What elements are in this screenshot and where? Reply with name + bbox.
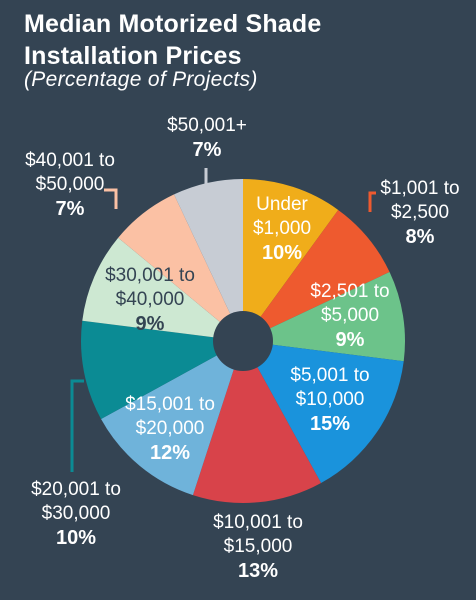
leader-lines bbox=[70, 168, 376, 472]
slice-percent: 10% bbox=[262, 242, 302, 264]
title-line-2: Installation Prices bbox=[24, 42, 242, 70]
pie-slice-4 bbox=[192, 341, 322, 503]
slice-label-line: $50,000 bbox=[36, 174, 105, 195]
leader-line-1 bbox=[368, 191, 376, 212]
pie-slice-8 bbox=[118, 194, 243, 341]
slice-label-3: $5,001 to $10,000 15% bbox=[290, 365, 369, 435]
slice-percent: 9% bbox=[136, 313, 165, 335]
slice-percent: 8% bbox=[406, 226, 435, 248]
slice-label-line: $2,500 bbox=[391, 202, 449, 223]
slice-label-line: $20,000 bbox=[136, 418, 205, 439]
pie-slice-9 bbox=[174, 179, 243, 341]
slice-label-line: $40,001 to bbox=[25, 150, 115, 171]
slice-label-line: $1,001 to bbox=[380, 178, 459, 199]
pie-slice-7 bbox=[82, 237, 243, 341]
slice-label-line: $30,001 to bbox=[105, 265, 195, 286]
slice-labels: Under $1,000 10% $1,001 to $2,500 8% $2,501 to… bbox=[25, 115, 460, 582]
slice-percent: 10% bbox=[56, 527, 96, 549]
slice-percent: 7% bbox=[193, 139, 222, 161]
slice-label-7: $30,001 to $40,000 9% bbox=[105, 265, 195, 335]
chart-title: Median Motorized Shade Installation Pric… bbox=[24, 8, 321, 72]
slice-label-line: $15,001 to bbox=[125, 394, 215, 415]
pie-slice-6 bbox=[81, 320, 244, 420]
slice-label-line: $5,000 bbox=[321, 305, 379, 326]
slice-label-5: $15,001 to $20,000 12% bbox=[125, 394, 215, 464]
slice-label-line: $10,001 to bbox=[213, 512, 303, 533]
slice-percent: 9% bbox=[336, 329, 365, 351]
slice-label-line: $15,000 bbox=[224, 536, 293, 557]
slice-label-line: $1,000 bbox=[253, 218, 311, 239]
slice-percent: 12% bbox=[150, 442, 190, 464]
slice-label-line: $2,501 to bbox=[310, 281, 389, 302]
pie-slice-5 bbox=[101, 341, 243, 496]
slice-label-line: $50,001+ bbox=[167, 115, 247, 136]
slice-percent: 7% bbox=[56, 198, 85, 220]
leader-line-6 bbox=[70, 379, 84, 472]
slice-label-line: $30,000 bbox=[42, 503, 111, 524]
slice-label-6: $20,001 to $30,000 10% bbox=[31, 479, 121, 549]
slice-label-0: Under $1,000 10% bbox=[253, 194, 311, 264]
pie-center-hole bbox=[213, 311, 273, 371]
pie-slice-0 bbox=[243, 179, 339, 341]
slice-label-line: Under bbox=[256, 194, 308, 215]
slice-label-line: $10,000 bbox=[296, 389, 365, 410]
pie-slice-1 bbox=[243, 209, 390, 341]
title-line-1: Median Motorized Shade bbox=[24, 10, 322, 38]
slice-label-line: $40,000 bbox=[116, 289, 185, 310]
slice-label-2: $2,501 to $5,000 9% bbox=[310, 281, 389, 351]
slice-percent: 13% bbox=[238, 560, 278, 582]
slice-percent: 15% bbox=[310, 413, 350, 435]
slice-label-8: $40,001 to $50,000 7% bbox=[25, 150, 115, 220]
pie-slices bbox=[81, 179, 405, 503]
leader-line-8 bbox=[104, 188, 118, 209]
slice-label-4: $10,001 to $15,000 13% bbox=[213, 512, 303, 582]
pie-slice-2 bbox=[243, 272, 405, 362]
pie-slice-3 bbox=[243, 341, 404, 483]
slice-label-1: $1,001 to $2,500 8% bbox=[380, 178, 459, 248]
slice-label-9: $50,001+ 7% bbox=[167, 115, 247, 161]
slice-label-line: $5,001 to bbox=[290, 365, 369, 386]
slice-label-line: $20,001 to bbox=[31, 479, 121, 500]
chart-subtitle: (Percentage of Projects) bbox=[24, 68, 258, 91]
